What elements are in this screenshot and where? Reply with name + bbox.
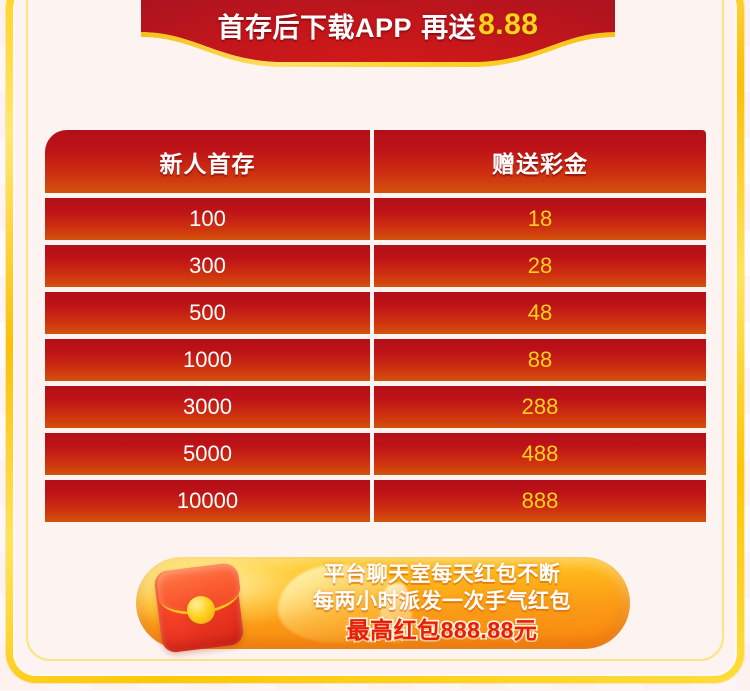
bottom-banner-text: 平台聊天室每天红包不断 每两小时派发一次手气红包 最高红包888.88元 <box>266 559 618 647</box>
table-cell-deposit: 3000 <box>45 386 370 428</box>
table-cell-deposit: 10000 <box>45 480 370 522</box>
table-cell-deposit: 5000 <box>45 433 370 475</box>
table-row: 500 48 <box>45 292 706 334</box>
table-cell-deposit: 300 <box>45 245 370 287</box>
red-envelope-clasp <box>187 596 215 624</box>
bottom-banner-line-2: 每两小时派发一次手气红包 <box>313 589 571 613</box>
top-banner-title-suffix: 再送 <box>421 12 477 43</box>
top-banner-title-amount: 8.88 <box>478 8 539 41</box>
table-header-row: 新人首存 赠送彩金 <box>45 130 706 193</box>
top-banner-title: 首存后下载APP 再送 8.88 <box>141 0 615 62</box>
table-header-deposit: 新人首存 <box>45 130 370 193</box>
prize-table: 新人首存 赠送彩金 100 18 300 28 500 48 1000 88 3… <box>45 130 706 522</box>
bottom-banner-line-1: 平台聊天室每天红包不断 <box>323 562 561 586</box>
table-row: 1000 88 <box>45 339 706 381</box>
red-envelope-icon <box>142 559 248 655</box>
bottom-promo-banner: 平台聊天室每天红包不断 每两小时派发一次手气红包 最高红包888.88元 <box>128 549 638 657</box>
table-cell-bonus: 288 <box>374 386 706 428</box>
table-row: 100 18 <box>45 198 706 240</box>
top-banner-title-main: 首存后下载APP <box>217 12 413 43</box>
table-row: 300 28 <box>45 245 706 287</box>
table-row: 3000 288 <box>45 386 706 428</box>
table-cell-bonus: 48 <box>374 292 706 334</box>
table-header-bonus: 赠送彩金 <box>374 130 706 193</box>
table-cell-deposit: 500 <box>45 292 370 334</box>
bottom-banner-line-3: 最高红包888.88元 <box>345 615 539 644</box>
table-cell-bonus: 888 <box>374 480 706 522</box>
table-cell-bonus: 488 <box>374 433 706 475</box>
table-row: 10000 888 <box>45 480 706 522</box>
table-cell-bonus: 18 <box>374 198 706 240</box>
table-row: 5000 488 <box>45 433 706 475</box>
table-cell-bonus: 88 <box>374 339 706 381</box>
table-cell-deposit: 100 <box>45 198 370 240</box>
table-cell-bonus: 28 <box>374 245 706 287</box>
table-cell-deposit: 1000 <box>45 339 370 381</box>
